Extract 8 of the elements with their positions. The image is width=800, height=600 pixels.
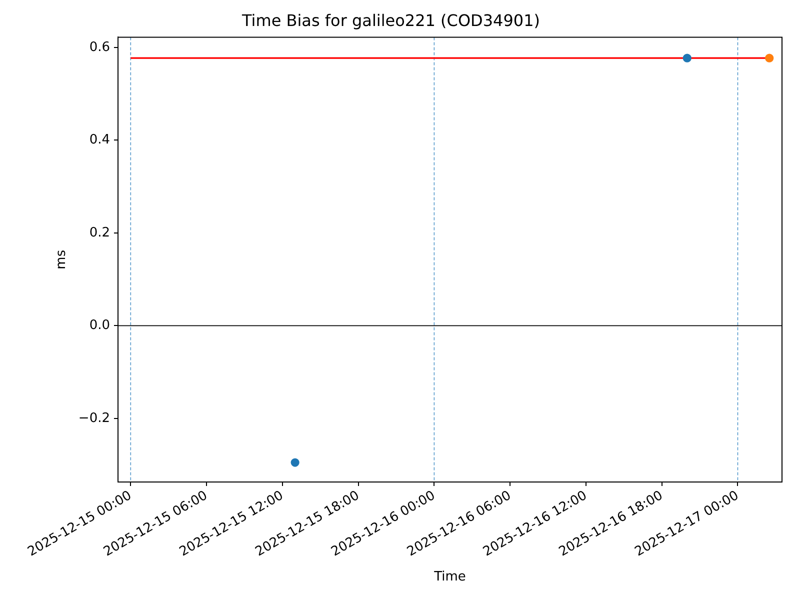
- chart-title: Time Bias for galileo221 (COD34901): [241, 10, 540, 30]
- y-axis-title: ms: [54, 250, 70, 270]
- y-tick-label: 0.6: [89, 40, 110, 55]
- y-tick-label: −0.2: [78, 410, 110, 426]
- y-tick-label: 0.0: [89, 318, 110, 334]
- y-tick-label: 0.4: [89, 132, 110, 148]
- x-axis-title: Time: [433, 570, 466, 585]
- y-tick-label: 0.2: [89, 225, 110, 240]
